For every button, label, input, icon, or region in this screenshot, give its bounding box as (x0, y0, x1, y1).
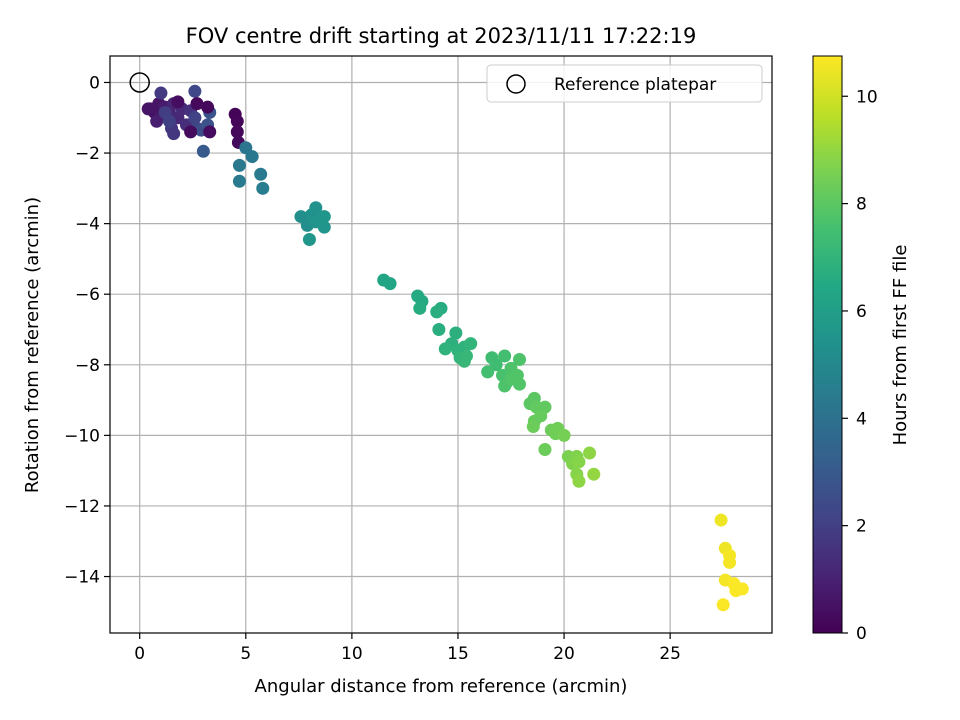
data-point (201, 100, 215, 114)
y-axis-ticks: 0 −2 −4 −6 −8 −10 −12 −14 (64, 73, 110, 588)
x-tick-label: 5 (240, 644, 251, 664)
data-point (587, 467, 601, 481)
legend-reference-label: Reference platepar (554, 75, 716, 95)
data-point (557, 428, 571, 442)
data-point (413, 301, 427, 315)
grid-lines (110, 56, 772, 633)
reference-platepar-marker (129, 72, 150, 93)
data-point (383, 277, 397, 291)
data-point (583, 446, 597, 460)
data-point (432, 323, 446, 337)
x-tick-label: 20 (553, 644, 575, 664)
y-tick-label: −12 (64, 497, 100, 517)
data-point (464, 337, 478, 351)
data-point (716, 598, 730, 612)
data-point (572, 474, 586, 488)
data-point (167, 127, 181, 141)
chart-title: FOV centre drift starting at 2023/11/11 … (186, 24, 697, 48)
legend: Reference platepar (486, 64, 763, 103)
data-point (449, 326, 463, 340)
y-tick-label: −2 (75, 144, 100, 164)
colorbar-tick-label: 6 (856, 302, 867, 322)
colorbar-tick-label: 8 (856, 195, 867, 215)
data-point (572, 455, 586, 469)
colorbar-ticks: 0 2 4 6 8 10 (842, 87, 878, 644)
data-point (723, 555, 737, 569)
data-point (513, 352, 527, 366)
x-tick-label: 10 (341, 644, 363, 664)
x-tick-label: 0 (134, 644, 145, 664)
data-point (203, 125, 217, 139)
data-point (232, 174, 246, 188)
data-point (714, 513, 728, 527)
data-point (309, 215, 323, 229)
data-point (430, 305, 444, 319)
y-tick-label: −14 (64, 568, 100, 588)
colorbar-frame (812, 55, 843, 634)
y-tick-label: 0 (89, 73, 100, 93)
x-axis-label: Angular distance from reference (arcmin) (255, 676, 628, 697)
data-point (526, 420, 540, 434)
data-point (171, 95, 185, 109)
data-point (141, 102, 155, 116)
data-point (162, 114, 176, 128)
data-point (498, 349, 512, 363)
data-point (232, 158, 246, 172)
colorbar-tick-label: 10 (856, 87, 878, 107)
data-point (150, 114, 164, 128)
data-point (309, 201, 323, 215)
x-axis-ticks: 0 5 10 15 20 25 (134, 633, 681, 664)
data-point (190, 97, 204, 111)
data-point (188, 84, 202, 98)
data-point (481, 365, 495, 379)
colorbar (813, 56, 842, 633)
y-tick-label: −6 (75, 285, 100, 305)
y-tick-label: −4 (75, 215, 100, 235)
y-axis-label: Rotation from reference (arcmin) (22, 197, 43, 493)
data-point (504, 372, 518, 386)
colorbar-label: Hours from first FF file (890, 245, 911, 446)
colorbar-tick-label: 4 (856, 409, 867, 429)
data-point (538, 442, 552, 456)
data-point (196, 144, 210, 158)
colorbar-tick-label: 0 (856, 624, 867, 644)
data-points (129, 72, 749, 612)
data-point (457, 354, 471, 368)
x-tick-label: 25 (659, 644, 681, 664)
data-point (184, 125, 198, 139)
data-point (254, 167, 268, 181)
x-tick-label: 15 (447, 644, 469, 664)
data-point (735, 582, 749, 596)
data-point (245, 150, 259, 164)
data-point (302, 233, 316, 247)
legend-reference-marker (506, 74, 526, 94)
y-tick-label: −8 (75, 356, 100, 376)
plot-frame (109, 55, 773, 634)
data-point (188, 111, 202, 125)
data-point (438, 342, 452, 356)
data-point (230, 125, 244, 139)
data-point (230, 114, 244, 128)
colorbar-tick-label: 2 (856, 517, 867, 537)
data-point (256, 181, 270, 195)
legend-box (486, 64, 763, 103)
y-tick-label: −10 (64, 426, 100, 446)
data-point (154, 86, 168, 100)
